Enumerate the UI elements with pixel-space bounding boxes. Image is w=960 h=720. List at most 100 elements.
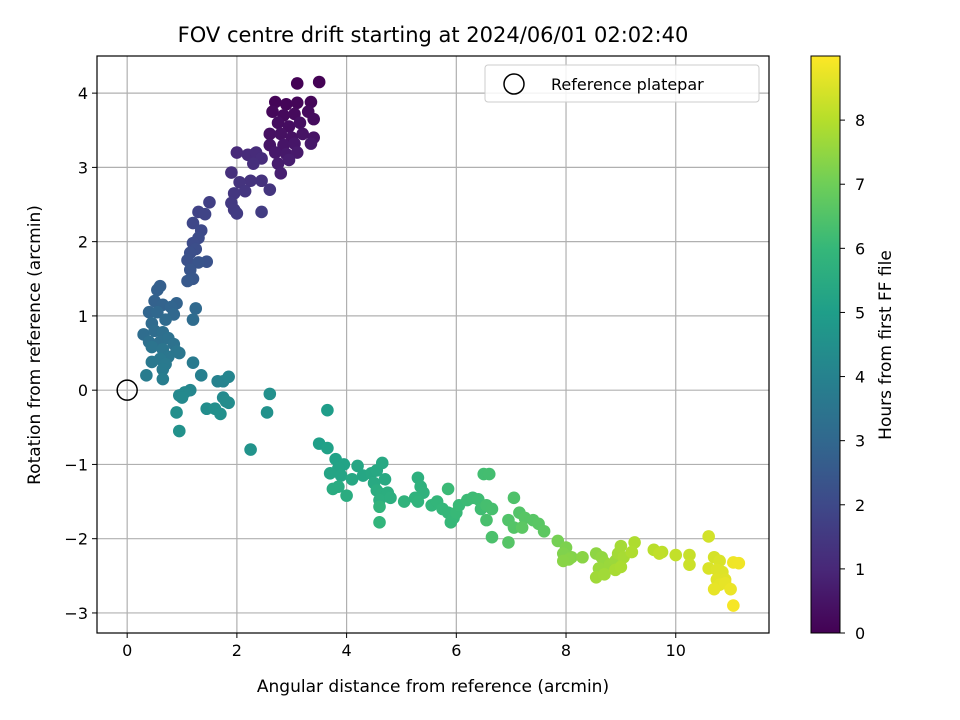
colorbar-tick-label: 6 bbox=[855, 239, 865, 258]
data-point bbox=[282, 153, 296, 167]
colorbar-ticks: 0 1 2 3 4 5 6 7 8 bbox=[840, 111, 865, 643]
data-point bbox=[502, 536, 515, 549]
data-point bbox=[321, 441, 334, 455]
data-point bbox=[181, 274, 194, 288]
data-point bbox=[482, 467, 496, 481]
data-point bbox=[263, 127, 277, 141]
data-point bbox=[244, 174, 257, 188]
x-tick-label: 8 bbox=[561, 641, 571, 660]
colorbar: 0 1 2 3 4 5 6 7 8 Hours from first FF file bbox=[810, 55, 896, 643]
data-point bbox=[192, 256, 205, 269]
data-point bbox=[271, 116, 285, 130]
data-point bbox=[274, 167, 288, 180]
data-point bbox=[230, 207, 244, 220]
data-point bbox=[145, 355, 159, 369]
data-point bbox=[312, 75, 326, 89]
data-point bbox=[260, 406, 274, 419]
data-point bbox=[156, 363, 170, 376]
data-point bbox=[222, 370, 235, 384]
x-tick-label: 2 bbox=[232, 641, 242, 660]
data-point bbox=[373, 516, 386, 529]
data-point bbox=[159, 313, 172, 326]
data-point bbox=[345, 472, 359, 486]
data-point bbox=[214, 407, 227, 421]
data-point bbox=[334, 469, 348, 482]
y-tick-label: −3 bbox=[64, 604, 88, 623]
data-point bbox=[247, 157, 260, 170]
data-point bbox=[444, 516, 458, 529]
data-point bbox=[326, 482, 340, 496]
y-tick-label: 0 bbox=[78, 381, 88, 400]
data-point bbox=[282, 120, 296, 133]
data-point bbox=[263, 183, 277, 196]
data-point bbox=[279, 97, 293, 111]
data-point bbox=[707, 582, 721, 596]
x-axis-ticks: 0 2 4 6 8 10 bbox=[122, 633, 686, 660]
data-point bbox=[140, 369, 153, 382]
legend-entry-reference-platepar: Reference platepar bbox=[551, 75, 704, 94]
data-point bbox=[175, 391, 189, 404]
data-point bbox=[614, 560, 628, 574]
data-point bbox=[304, 137, 318, 150]
data-point bbox=[263, 387, 277, 401]
data-point bbox=[255, 205, 268, 219]
data-point bbox=[274, 127, 288, 141]
plot-frame bbox=[96, 55, 770, 634]
data-point bbox=[266, 105, 279, 118]
data-point bbox=[724, 582, 737, 596]
legend: Reference platepar bbox=[484, 64, 760, 103]
data-point bbox=[186, 216, 200, 230]
data-point bbox=[225, 166, 238, 179]
data-points bbox=[137, 75, 746, 612]
colorbar-tick-label: 1 bbox=[855, 560, 865, 579]
data-point bbox=[290, 77, 304, 90]
data-point bbox=[151, 283, 164, 297]
reference-marker-layer bbox=[116, 379, 138, 401]
data-point bbox=[683, 558, 696, 571]
data-point bbox=[614, 539, 628, 553]
data-point bbox=[732, 556, 746, 570]
data-point bbox=[307, 112, 320, 126]
colorbar-tick-label: 8 bbox=[855, 111, 865, 130]
chart-title: FOV centre drift starting at 2024/06/01 … bbox=[178, 23, 689, 47]
data-point bbox=[441, 482, 455, 496]
data-point bbox=[576, 550, 589, 564]
data-point bbox=[378, 472, 392, 486]
y-axis-ticks: −3 −2 −1 0 1 2 3 4 bbox=[64, 84, 97, 623]
data-point bbox=[411, 495, 425, 508]
data-point bbox=[702, 530, 715, 543]
y-tick-label: 4 bbox=[78, 84, 88, 103]
data-point bbox=[170, 406, 183, 419]
colorbar-tick-label: 3 bbox=[855, 432, 865, 451]
data-point bbox=[227, 187, 241, 200]
data-point bbox=[625, 545, 639, 559]
y-tick-label: 1 bbox=[78, 307, 88, 326]
colorbar-tick-label: 5 bbox=[855, 303, 865, 322]
data-point bbox=[230, 146, 244, 159]
data-point bbox=[507, 491, 521, 505]
grid-lines bbox=[97, 56, 769, 633]
data-point bbox=[194, 369, 208, 382]
data-point bbox=[203, 195, 216, 209]
data-point bbox=[290, 96, 304, 110]
data-point bbox=[373, 500, 386, 514]
colorbar-label: Hours from first FF file bbox=[876, 250, 896, 440]
data-point bbox=[485, 530, 499, 544]
data-point bbox=[598, 568, 611, 581]
legend-reference-marker-icon bbox=[503, 73, 525, 95]
data-point bbox=[537, 524, 551, 538]
data-point bbox=[198, 207, 212, 221]
data-point bbox=[244, 443, 257, 456]
data-point bbox=[238, 184, 252, 198]
colorbar-tick-label: 2 bbox=[855, 496, 865, 515]
colorbar-tick-label: 0 bbox=[855, 624, 865, 643]
data-point bbox=[304, 95, 318, 109]
data-point bbox=[151, 305, 164, 319]
data-point bbox=[397, 495, 411, 508]
data-point bbox=[186, 313, 200, 326]
data-point bbox=[156, 372, 170, 386]
x-tick-label: 4 bbox=[342, 641, 352, 660]
x-tick-label: 6 bbox=[451, 641, 461, 660]
data-point bbox=[669, 548, 683, 562]
